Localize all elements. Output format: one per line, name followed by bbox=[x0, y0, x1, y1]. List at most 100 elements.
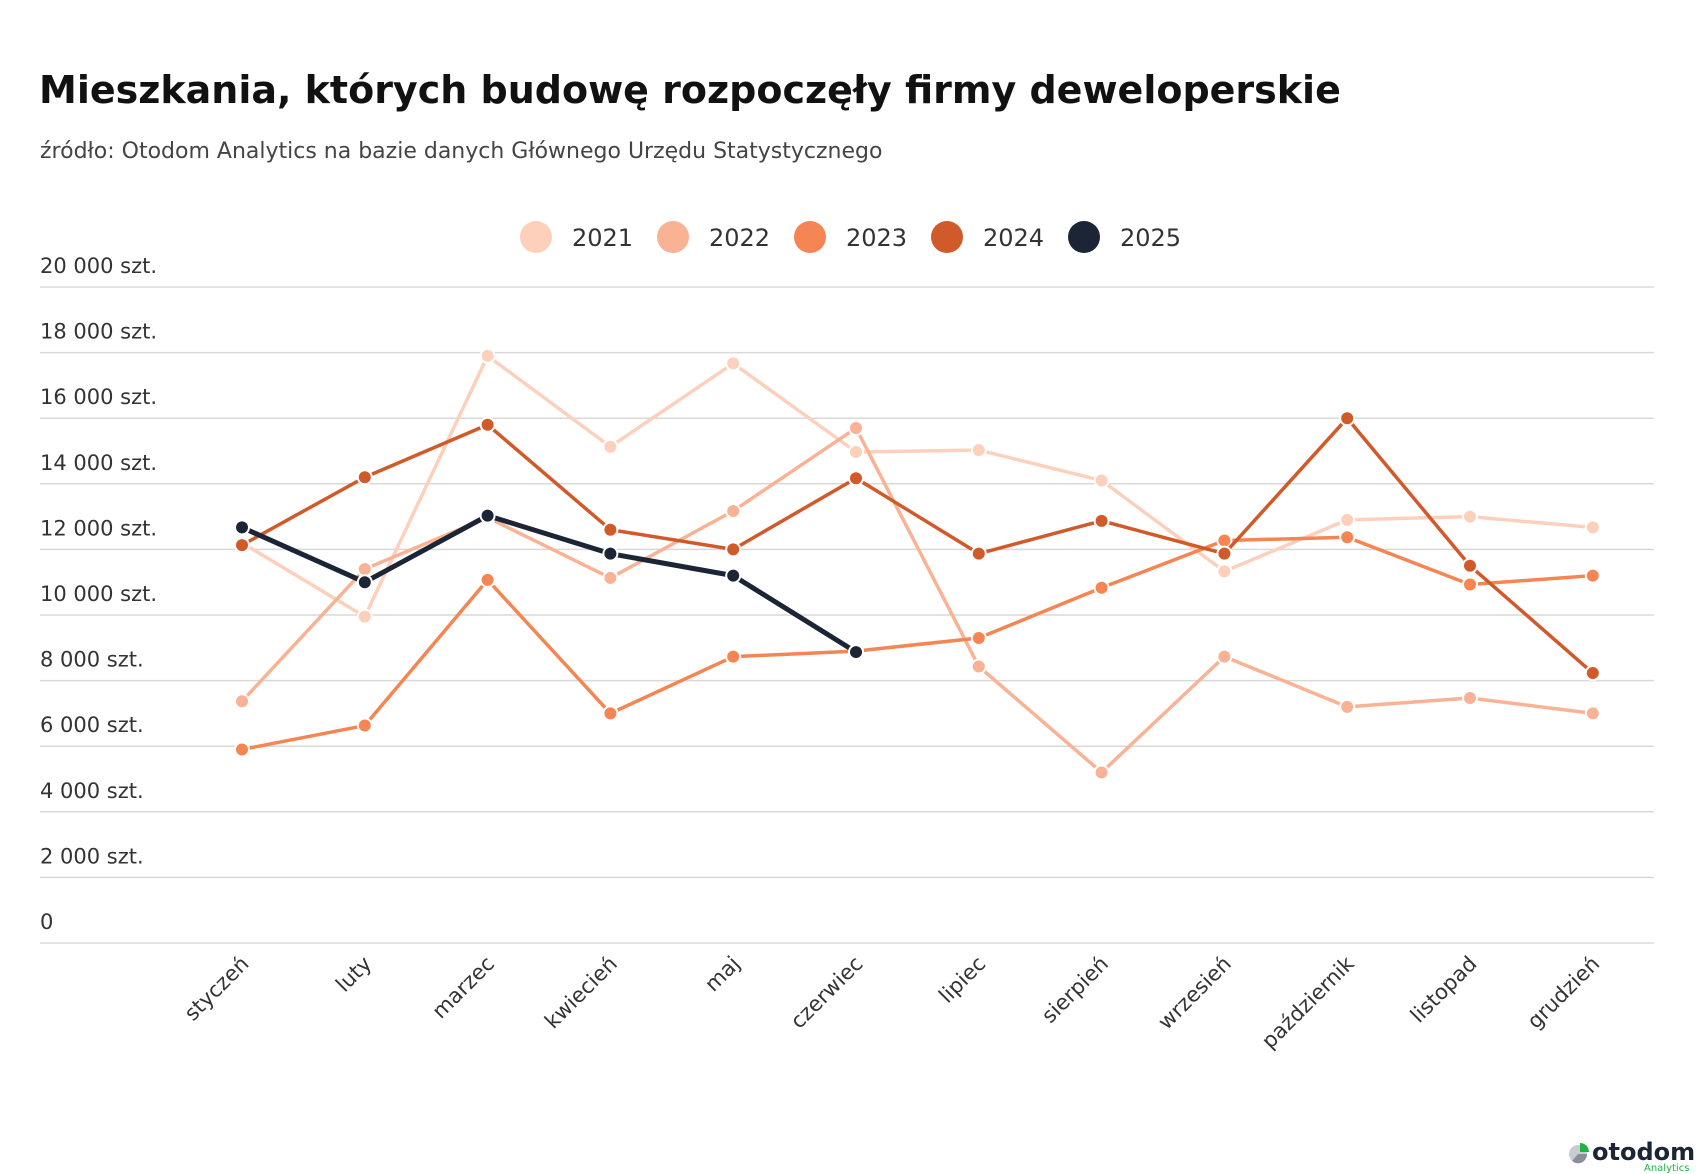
data-point[interactable] bbox=[725, 648, 742, 665]
x-tick-label: grudzień bbox=[1523, 952, 1605, 1034]
x-tick-label: maj bbox=[700, 952, 745, 997]
data-point[interactable] bbox=[234, 693, 250, 710]
data-point[interactable] bbox=[1093, 512, 1110, 529]
data-point[interactable] bbox=[725, 541, 742, 558]
legend-swatch bbox=[931, 221, 963, 253]
data-point[interactable] bbox=[1216, 545, 1233, 562]
data-point[interactable] bbox=[725, 567, 742, 584]
data-point[interactable] bbox=[1093, 579, 1110, 596]
data-point[interactable] bbox=[725, 503, 742, 520]
data-point[interactable] bbox=[848, 443, 864, 460]
data-point[interactable] bbox=[1339, 410, 1356, 427]
y-tick-label: 10 000 szt. bbox=[40, 582, 157, 606]
data-point[interactable] bbox=[1339, 511, 1356, 528]
data-point[interactable] bbox=[1339, 529, 1356, 546]
data-point[interactable] bbox=[1462, 508, 1478, 525]
data-point[interactable] bbox=[602, 569, 619, 586]
x-tick-label: czerwiec bbox=[786, 952, 868, 1034]
x-tick-label: sierpień bbox=[1037, 952, 1113, 1028]
data-point[interactable] bbox=[1462, 557, 1478, 574]
legend-swatch bbox=[520, 221, 552, 253]
data-point[interactable] bbox=[479, 571, 496, 588]
x-tick-label: kwiecień bbox=[540, 952, 622, 1034]
legend-item-2023[interactable]: 2023 bbox=[794, 221, 907, 253]
series-2023 bbox=[234, 529, 1601, 758]
data-point[interactable] bbox=[1216, 532, 1233, 549]
data-point[interactable] bbox=[234, 537, 250, 554]
series-line-2025 bbox=[240, 513, 858, 655]
data-point[interactable] bbox=[970, 545, 987, 562]
x-axis: styczeń luty marzec kwiecień maj czerwiec lipi… bbox=[180, 951, 1605, 1053]
legend-label: 2025 bbox=[1120, 224, 1181, 252]
data-point[interactable] bbox=[479, 507, 496, 524]
data-point[interactable] bbox=[1093, 472, 1110, 489]
x-tick-label: marzec bbox=[427, 952, 499, 1024]
data-point[interactable] bbox=[1584, 705, 1601, 722]
data-point[interactable] bbox=[234, 519, 250, 536]
legend-item-2024[interactable]: 2024 bbox=[931, 221, 1044, 253]
data-point[interactable] bbox=[1584, 567, 1601, 584]
data-point[interactable] bbox=[1093, 764, 1110, 781]
legend-label: 2022 bbox=[709, 224, 770, 252]
y-tick-label: 0 bbox=[40, 910, 53, 934]
chart-subtitle: źródło: Otodom Analytics na bazie danych… bbox=[40, 139, 882, 164]
legend-label: 2023 bbox=[846, 224, 907, 252]
data-point[interactable] bbox=[356, 561, 373, 578]
data-point[interactable] bbox=[234, 741, 250, 758]
legend-label: 2021 bbox=[572, 224, 633, 252]
data-point[interactable] bbox=[1216, 648, 1233, 665]
grid: 0 2 000 szt. 4 000 szt. 6 000 szt. 8 000 szt… bbox=[40, 254, 1654, 944]
data-point[interactable] bbox=[1584, 665, 1601, 682]
x-tick-label: luty bbox=[331, 952, 376, 997]
data-point[interactable] bbox=[1216, 563, 1233, 580]
chart-title: Mieszkania, których budowę rozpoczęły fi… bbox=[39, 68, 1341, 112]
data-point[interactable] bbox=[1339, 698, 1356, 715]
data-point[interactable] bbox=[602, 545, 619, 562]
y-tick-label: 12 000 szt. bbox=[40, 516, 157, 540]
data-point[interactable] bbox=[725, 355, 742, 372]
data-point[interactable] bbox=[970, 442, 987, 459]
legend-item-2021[interactable]: 2021 bbox=[520, 221, 633, 253]
data-point[interactable] bbox=[602, 521, 619, 538]
legend-swatch bbox=[794, 221, 826, 253]
legend-swatch bbox=[657, 221, 689, 253]
data-point[interactable] bbox=[356, 608, 373, 625]
y-tick-label: 6 000 szt. bbox=[40, 713, 144, 737]
data-point[interactable] bbox=[602, 705, 619, 722]
data-point[interactable] bbox=[848, 420, 864, 437]
data-point[interactable] bbox=[479, 416, 496, 433]
series-line-2022 bbox=[240, 426, 1594, 775]
y-tick-label: 2 000 szt. bbox=[40, 844, 144, 868]
data-point[interactable] bbox=[1462, 576, 1478, 593]
series-line-2021 bbox=[241, 354, 1593, 619]
y-tick-label: 18 000 szt. bbox=[40, 320, 157, 344]
data-point[interactable] bbox=[848, 644, 864, 661]
data-point[interactable] bbox=[970, 629, 987, 646]
legend-swatch bbox=[1068, 221, 1100, 253]
x-tick-label: lipiec bbox=[934, 952, 990, 1008]
y-tick-label: 20 000 szt. bbox=[40, 254, 157, 278]
data-point[interactable] bbox=[848, 470, 864, 487]
legend-item-2025[interactable]: 2025 bbox=[1068, 221, 1181, 253]
data-point[interactable] bbox=[602, 438, 619, 455]
series-2021 bbox=[234, 347, 1601, 625]
legend-item-2022[interactable]: 2022 bbox=[657, 221, 770, 253]
x-tick-label: styczeń bbox=[180, 952, 254, 1026]
y-tick-label: 16 000 szt. bbox=[40, 385, 157, 409]
data-point[interactable] bbox=[479, 347, 496, 364]
data-point[interactable] bbox=[356, 717, 373, 734]
series-2024 bbox=[234, 410, 1601, 682]
logo-subtext: Analytics bbox=[1644, 1163, 1689, 1174]
data-point[interactable] bbox=[970, 658, 987, 675]
data-point[interactable] bbox=[1462, 689, 1478, 706]
data-point[interactable] bbox=[356, 574, 373, 591]
y-tick-label: 14 000 szt. bbox=[40, 451, 157, 475]
data-point[interactable] bbox=[1584, 519, 1601, 536]
otodom-logo: otodom Analytics bbox=[1569, 1138, 1695, 1174]
series-line-2024 bbox=[241, 416, 1594, 675]
x-tick-label: październik bbox=[1257, 951, 1359, 1053]
y-tick-label: 4 000 szt. bbox=[40, 779, 144, 803]
data-point[interactable] bbox=[356, 469, 373, 486]
x-tick-label: listopad bbox=[1406, 952, 1482, 1028]
